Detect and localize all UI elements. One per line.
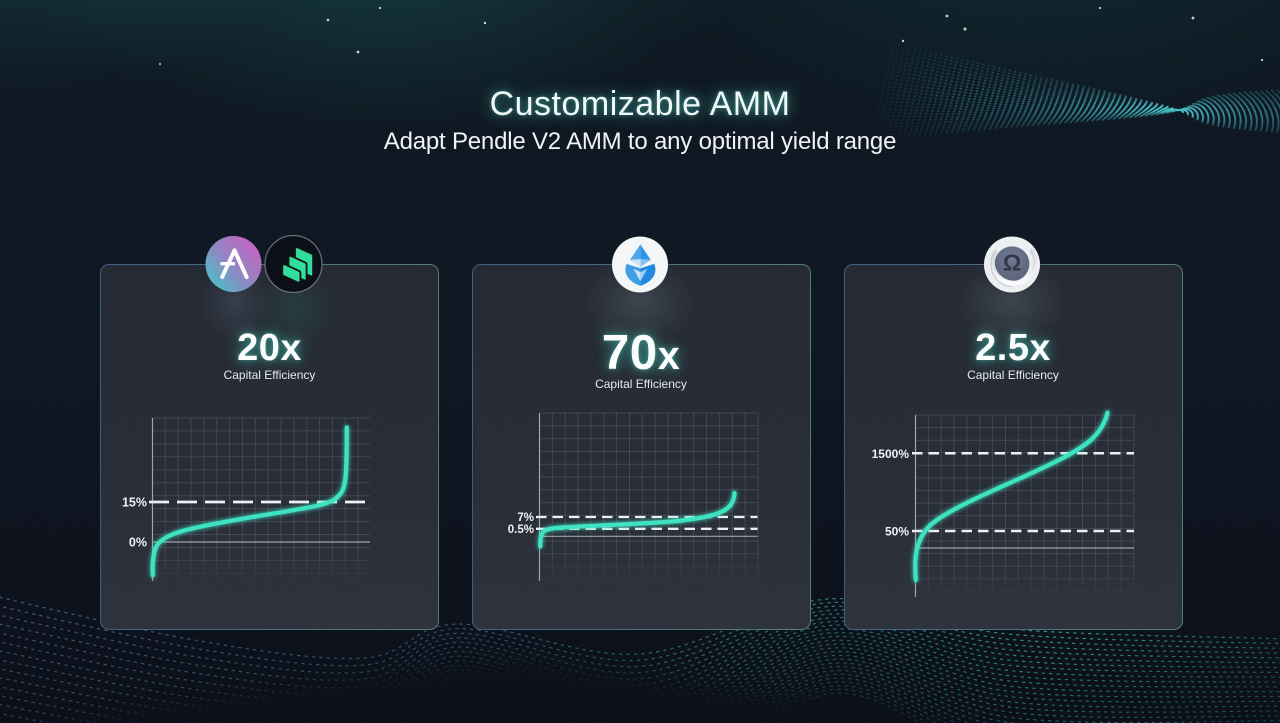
svg-text:50%: 50% (885, 525, 909, 539)
svg-text:0%: 0% (129, 536, 147, 550)
svg-text:7%: 7% (517, 512, 534, 524)
svg-text:Ω: Ω (1003, 250, 1021, 276)
svg-text:0.5%: 0.5% (508, 524, 534, 536)
svg-text:15%: 15% (122, 496, 147, 510)
svg-text:1500%: 1500% (872, 447, 910, 461)
